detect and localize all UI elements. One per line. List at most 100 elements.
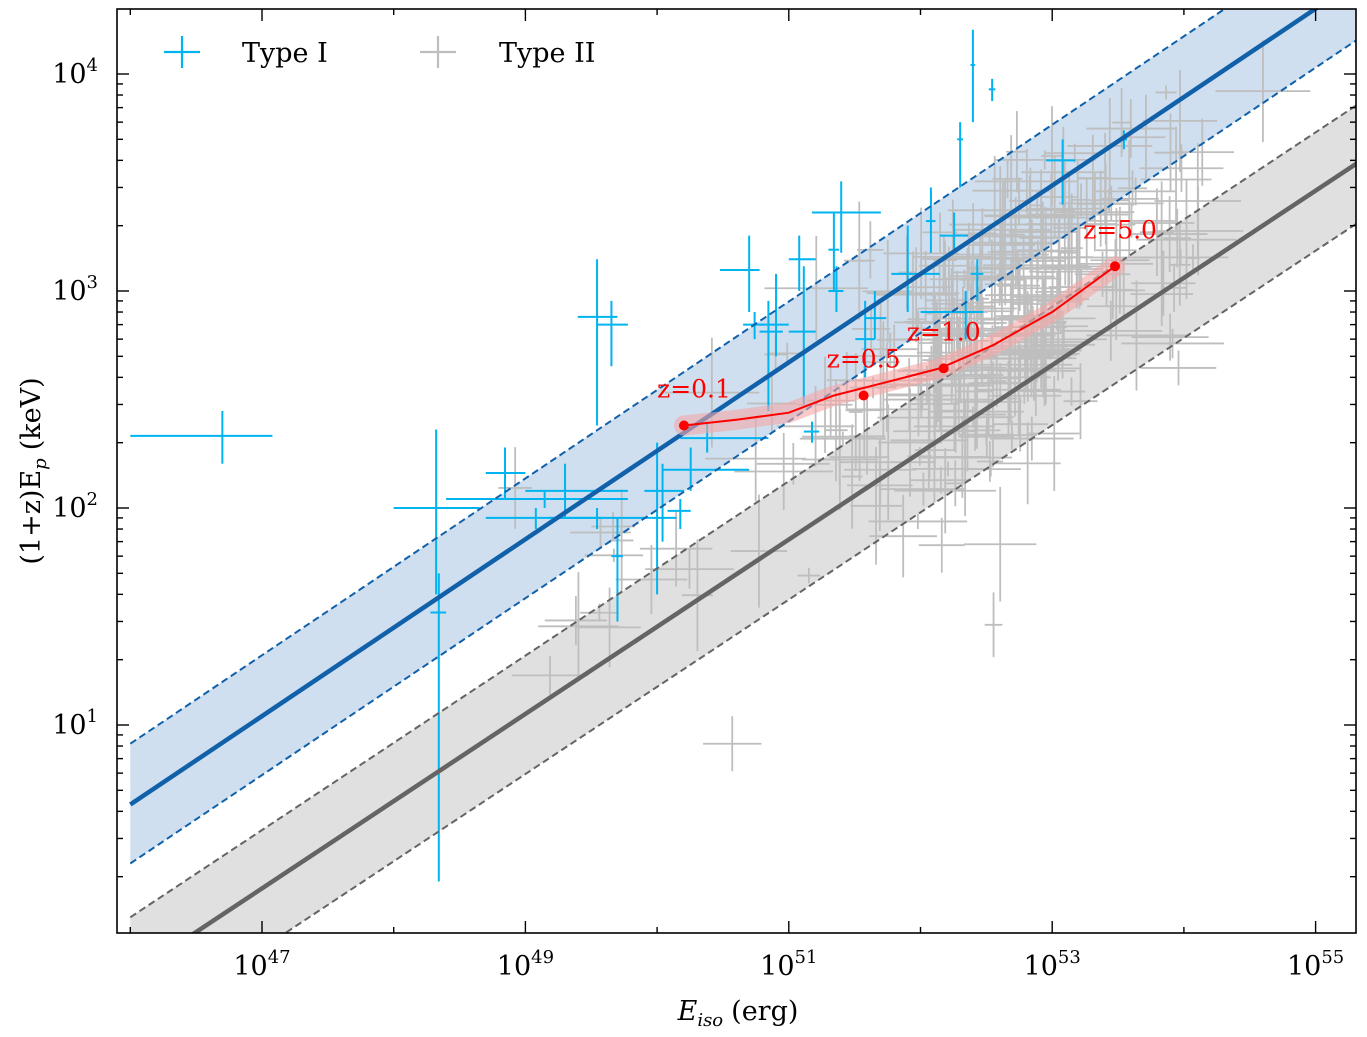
fit-band-1 bbox=[130, 9, 1356, 864]
x-axis-title: Eiso (erg) bbox=[677, 996, 799, 1031]
x-tick-label: 1055 bbox=[1287, 947, 1344, 982]
type2-point bbox=[1215, 40, 1311, 143]
plot-frame bbox=[116, 8, 1357, 934]
track-marker bbox=[678, 420, 689, 431]
y-tick-label: 103 bbox=[52, 272, 98, 307]
type2-point bbox=[1140, 126, 1212, 233]
type2-point bbox=[764, 235, 869, 341]
y-tick-label: 102 bbox=[52, 489, 98, 524]
type2-point bbox=[979, 361, 1007, 468]
type2-point bbox=[845, 361, 884, 460]
type2-point bbox=[868, 513, 968, 530]
type1-point bbox=[828, 266, 844, 313]
type1-point bbox=[667, 499, 691, 530]
type2-point bbox=[881, 472, 966, 506]
type2-point bbox=[958, 428, 1015, 446]
type2-point bbox=[498, 447, 532, 529]
type2-point bbox=[511, 655, 589, 695]
legend-label-type1: Type I bbox=[242, 38, 328, 69]
type1-point bbox=[525, 463, 628, 518]
type2-point bbox=[1142, 69, 1218, 172]
type1-point bbox=[130, 410, 273, 464]
type2-point bbox=[994, 422, 1061, 505]
type1-point bbox=[891, 225, 940, 313]
type2-point bbox=[645, 549, 734, 589]
type2-point bbox=[1131, 313, 1209, 361]
type1-point bbox=[939, 212, 969, 253]
type1-point bbox=[393, 429, 480, 595]
type2-point bbox=[862, 239, 913, 343]
type2-point bbox=[1052, 172, 1086, 284]
redshift-label: z=0.5 bbox=[827, 344, 901, 373]
type2-point bbox=[984, 592, 1003, 658]
fit-lower-2 bbox=[283, 222, 1356, 933]
type2-point bbox=[734, 433, 834, 510]
type2-point bbox=[992, 396, 1048, 452]
y-axis-title: (1+z)Ep(keV) bbox=[16, 377, 51, 564]
type1-point bbox=[651, 463, 677, 542]
fit-line-2 bbox=[190, 161, 1356, 933]
type2-point bbox=[992, 159, 1023, 199]
redshift-annotations: z=0.1 z=0.5z=1.0 z=5.0 bbox=[657, 215, 1157, 403]
type1-point bbox=[828, 212, 839, 291]
type2-point bbox=[918, 517, 965, 573]
legend: Type I Type II bbox=[164, 36, 595, 69]
type2-point bbox=[570, 516, 631, 548]
type2-point bbox=[705, 415, 807, 502]
type2-point bbox=[947, 156, 1042, 265]
type1-point bbox=[1046, 139, 1076, 205]
type2-point bbox=[869, 494, 937, 578]
x-tick-label: 1053 bbox=[1024, 947, 1081, 982]
type1-point bbox=[446, 490, 628, 508]
type1-point bbox=[811, 181, 881, 253]
type2-point bbox=[609, 489, 634, 592]
type2-point bbox=[973, 249, 989, 348]
type2-point bbox=[615, 544, 688, 614]
type2-point bbox=[894, 448, 997, 534]
type1-point bbox=[430, 573, 447, 882]
type2-point bbox=[1121, 328, 1224, 359]
x-tick-label: 1051 bbox=[760, 947, 817, 982]
type2-point bbox=[890, 388, 967, 492]
type2-point bbox=[1131, 250, 1196, 316]
type1-point bbox=[788, 266, 816, 405]
type1-point bbox=[970, 259, 984, 301]
y-tick-label: 101 bbox=[52, 706, 98, 741]
type2-point bbox=[538, 572, 619, 681]
type2-point bbox=[1089, 188, 1129, 212]
x-tick-label: 1049 bbox=[497, 947, 554, 982]
type1-point bbox=[865, 291, 887, 340]
type1-point bbox=[719, 235, 760, 313]
type1-point bbox=[662, 447, 750, 491]
type2-point bbox=[954, 181, 1052, 279]
type2-points bbox=[498, 40, 1311, 772]
type2-point bbox=[1117, 170, 1148, 207]
y-tick-label: 104 bbox=[52, 55, 98, 90]
type2-point bbox=[1086, 280, 1187, 391]
track-marker bbox=[1110, 261, 1121, 272]
type1-point bbox=[548, 508, 652, 530]
type2-point bbox=[799, 431, 886, 446]
type2-point bbox=[730, 494, 788, 608]
type2-point bbox=[971, 241, 1055, 313]
legend-entry-type1: Type I bbox=[164, 36, 328, 69]
fit-lower-1 bbox=[129, 39, 1356, 865]
type1-point bbox=[920, 291, 984, 340]
legend-label-type2: Type II bbox=[499, 38, 595, 69]
type1-point bbox=[925, 187, 936, 253]
type2-point bbox=[979, 337, 1051, 417]
type2-point bbox=[1057, 377, 1086, 406]
redshift-label: z=1.0 bbox=[907, 317, 981, 346]
type2-point bbox=[848, 353, 863, 471]
type2-point bbox=[591, 511, 635, 542]
type2-point bbox=[1112, 88, 1131, 158]
type2-point bbox=[1093, 170, 1109, 247]
type2-point bbox=[1140, 350, 1217, 386]
fit-lines bbox=[129, 9, 1356, 933]
type2-point bbox=[906, 296, 1007, 350]
type2-point bbox=[829, 433, 890, 482]
type2-point bbox=[1139, 188, 1175, 276]
type1-point bbox=[970, 29, 976, 123]
redshift-track bbox=[674, 256, 1125, 436]
